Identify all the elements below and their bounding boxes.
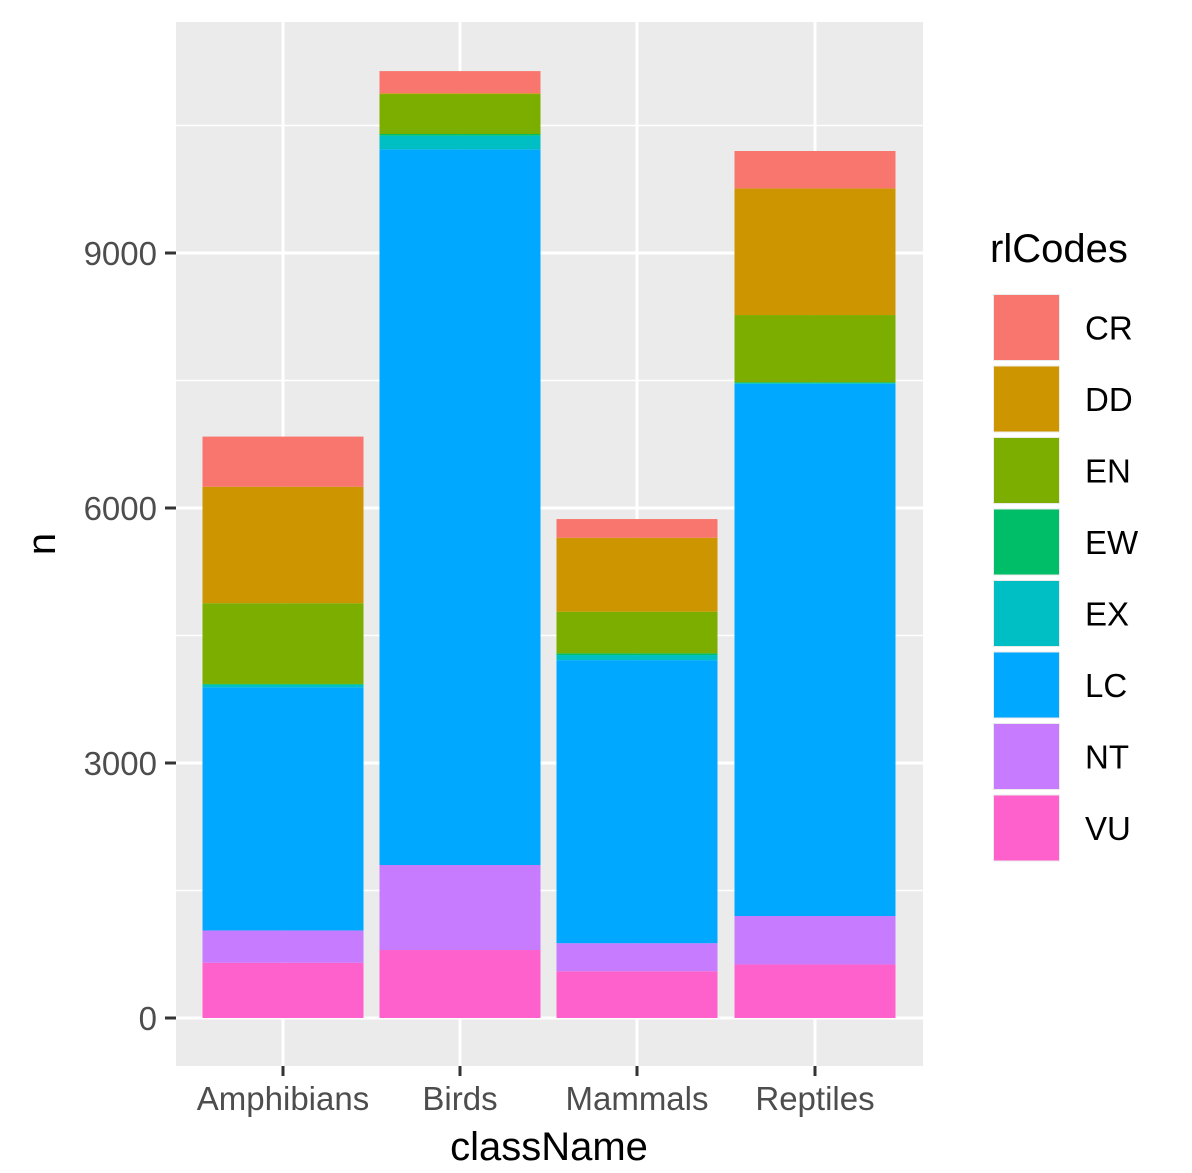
bar-segment-amphibians-en — [202, 603, 364, 684]
bar-segment-birds-ex — [379, 135, 541, 150]
bar-segment-mammals-ew — [556, 653, 718, 656]
bar-segment-amphibians-ew — [202, 683, 364, 685]
bar-segment-amphibians-ex — [202, 684, 364, 688]
legend-label-lc: LC — [1085, 667, 1127, 704]
legend-entry-ex: EX — [993, 580, 1129, 647]
bar-segment-birds-dd — [379, 93, 541, 95]
x-axis-title: className — [450, 1125, 648, 1169]
bar-segment-birds-en — [379, 94, 541, 134]
bar-segment-reptiles-ew — [734, 382, 896, 384]
bar-segment-reptiles-en — [734, 315, 896, 383]
bar-segment-amphibians-cr — [202, 436, 364, 487]
bar-segment-amphibians-lc — [202, 687, 364, 931]
legend-swatch-vu — [994, 795, 1059, 861]
bar-segment-birds-vu — [379, 950, 541, 1018]
y-tick-label: 9000 — [84, 235, 157, 272]
y-tick-label: 6000 — [84, 490, 157, 527]
bar-stack-reptiles — [734, 151, 896, 1018]
x-tick-label: Mammals — [565, 1080, 708, 1117]
legend-label-vu: VU — [1085, 810, 1131, 847]
bar-segment-reptiles-lc — [734, 383, 896, 916]
bar-segment-mammals-vu — [556, 971, 718, 1018]
bar-segment-mammals-ex — [556, 655, 718, 661]
legend-entry-ew: EW — [993, 508, 1139, 576]
bar-stacks — [202, 71, 896, 1018]
legend-entry-en: EN — [993, 437, 1131, 504]
x-tick-label: Reptiles — [755, 1080, 874, 1117]
bar-segment-reptiles-dd — [734, 188, 896, 316]
legend-swatch-ex — [994, 581, 1059, 646]
legend-entry-cr: CR — [993, 294, 1133, 361]
legend-label-ew: EW — [1085, 524, 1139, 561]
bar-segment-birds-lc — [379, 149, 541, 866]
legend-swatch-dd — [994, 366, 1059, 432]
legend-swatch-lc — [994, 652, 1059, 718]
bar-segment-birds-cr — [379, 71, 541, 94]
y-tick-label: 3000 — [84, 745, 157, 782]
bar-segment-birds-ew — [379, 134, 541, 136]
bar-segment-amphibians-dd — [202, 486, 364, 604]
legend-entry-lc: LC — [993, 651, 1127, 719]
y-tick-label: 0 — [139, 1000, 157, 1037]
bar-segment-mammals-cr — [556, 519, 718, 538]
x-tick-label: Birds — [422, 1080, 497, 1117]
bar-segment-reptiles-nt — [734, 916, 896, 965]
y-axis: 0 3000 6000 9000 — [84, 235, 176, 1037]
bar-segment-amphibians-vu — [202, 962, 364, 1018]
legend-title: rlCodes — [990, 227, 1128, 271]
legend-entry-vu: VU — [993, 794, 1131, 862]
bar-segment-amphibians-nt — [202, 930, 364, 963]
bar-stack-birds — [379, 71, 541, 1018]
legend-swatch-en — [994, 438, 1059, 503]
bar-segment-birds-nt — [379, 865, 541, 950]
bar-segment-mammals-en — [556, 611, 718, 654]
legend-swatch-nt — [994, 724, 1059, 789]
x-tick-label: Amphibians — [197, 1080, 369, 1117]
bar-segment-mammals-dd — [556, 537, 718, 612]
y-axis-title: n — [20, 533, 64, 555]
bar-stack-amphibians — [202, 436, 364, 1018]
bar-segment-reptiles-ex — [734, 383, 896, 384]
legend-label-ex: EX — [1085, 596, 1129, 633]
legend-label-dd: DD — [1085, 381, 1133, 418]
x-axis: Amphibians Birds Mammals Reptiles — [197, 1066, 875, 1117]
legend-entry-dd: DD — [993, 365, 1133, 433]
legend-label-en: EN — [1085, 453, 1131, 490]
legend-entry-nt: NT — [993, 723, 1129, 790]
legend-label-cr: CR — [1085, 310, 1133, 347]
bar-stack-mammals — [556, 519, 718, 1018]
legend-label-nt: NT — [1085, 739, 1129, 776]
bar-segment-mammals-nt — [556, 943, 718, 972]
legend: rlCodes CR DD EN EW EX LC NT VU — [990, 227, 1139, 862]
bar-segment-mammals-lc — [556, 660, 718, 944]
bar-segment-reptiles-vu — [734, 964, 896, 1018]
legend-swatch-ew — [994, 509, 1059, 575]
legend-swatch-cr — [994, 295, 1059, 360]
bar-segment-reptiles-cr — [734, 151, 896, 189]
